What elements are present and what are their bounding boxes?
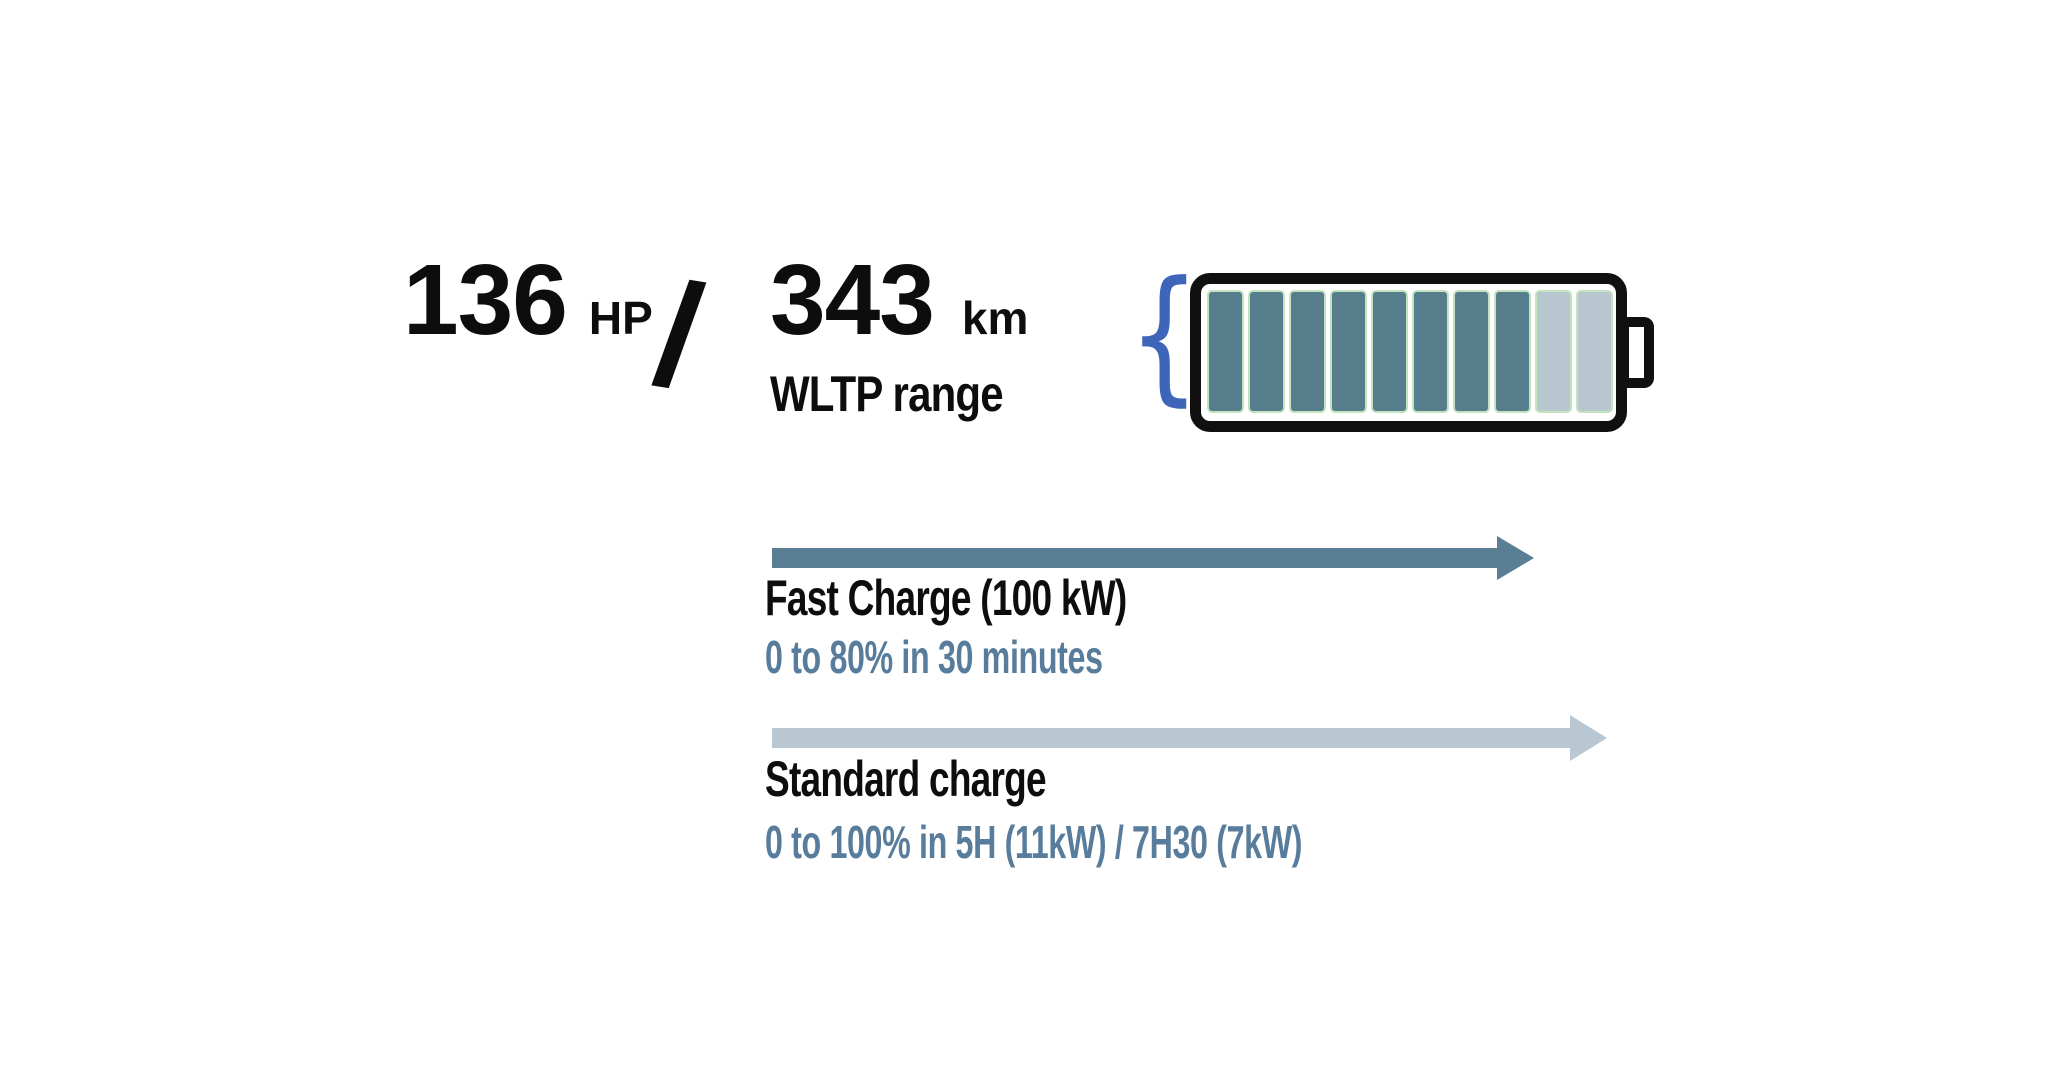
battery-segment-filled: [1207, 290, 1244, 413]
standard-charge-subtitle: 0 to 100% in 5H (11kW) / 7H30 (7kW): [765, 816, 1303, 868]
power-unit-label: HP: [588, 292, 653, 344]
battery-segment-filled: [1494, 290, 1531, 413]
power-spec: 136 HP: [403, 250, 653, 350]
spec-separator-slash: /: [645, 250, 712, 421]
battery-segment-filled: [1412, 290, 1449, 413]
battery-segment-filled: [1330, 290, 1367, 413]
battery-segment-filled: [1371, 290, 1408, 413]
battery-icon: [1190, 273, 1627, 432]
battery-segment-empty: [1576, 290, 1613, 413]
wltp-range-label: WLTP range: [770, 366, 1004, 422]
battery-segment-filled: [1248, 290, 1285, 413]
left-brace-icon: {: [1128, 250, 1201, 420]
battery-segment-filled: [1453, 290, 1490, 413]
fast-charge-subtitle: 0 to 80% in 30 minutes: [765, 631, 1103, 683]
range-value: 343: [770, 244, 935, 356]
power-value: 136: [403, 244, 568, 356]
range-spec: 343 km: [770, 250, 1028, 350]
range-unit-label: km: [961, 292, 1029, 344]
standard-charge-arrow-shaft: [772, 728, 1571, 748]
fast-charge-arrow-head: [1497, 536, 1534, 580]
standard-charge-arrow-head: [1570, 715, 1607, 761]
fast-charge-title: Fast Charge (100 kW): [765, 570, 1127, 626]
fast-charge-arrow-shaft: [772, 548, 1499, 568]
battery-segment-filled: [1289, 290, 1326, 413]
standard-charge-title: Standard charge: [765, 751, 1047, 807]
battery-segment-empty: [1535, 290, 1572, 413]
